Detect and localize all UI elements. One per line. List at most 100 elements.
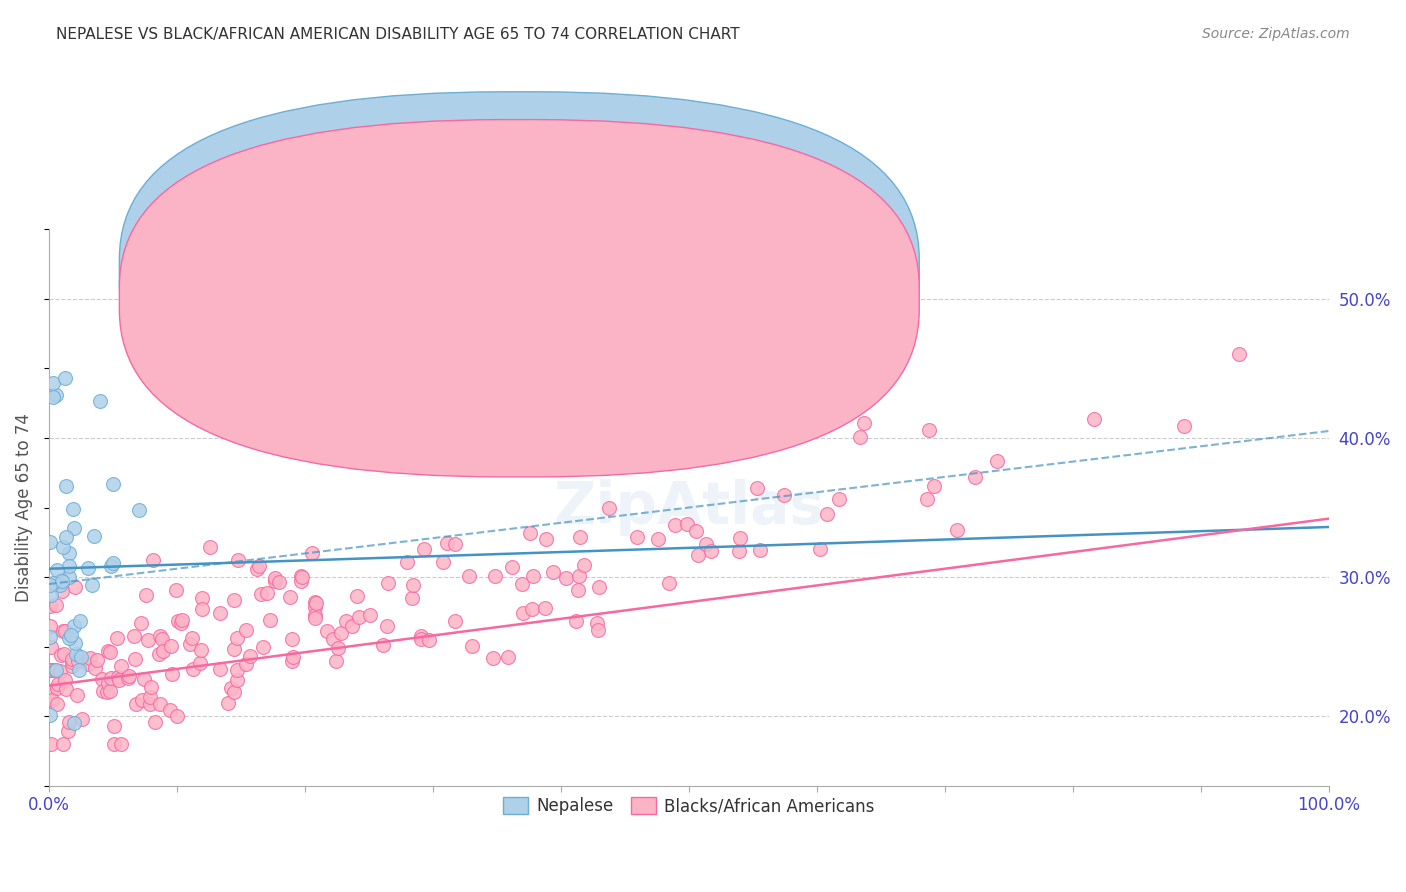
Point <box>565 614 588 628</box>
Point <box>62 619 84 633</box>
Point <box>586 624 609 638</box>
Point <box>340 619 363 633</box>
Point <box>107 670 129 684</box>
Point <box>66 654 89 668</box>
Point <box>160 639 183 653</box>
Point <box>235 623 257 637</box>
Point <box>45 563 67 577</box>
Point <box>63 521 86 535</box>
Point <box>626 530 648 544</box>
Text: ZipAtlas: ZipAtlas <box>553 479 824 536</box>
Point <box>347 609 370 624</box>
Point <box>77 561 100 575</box>
Point <box>63 716 86 731</box>
Point <box>225 631 247 645</box>
FancyBboxPatch shape <box>120 92 920 449</box>
Point <box>432 555 454 569</box>
Point <box>304 599 326 614</box>
Point <box>444 614 467 628</box>
Point <box>124 651 146 665</box>
Point <box>918 423 941 437</box>
Point <box>52 737 75 751</box>
Point <box>409 629 432 643</box>
Point <box>568 569 591 583</box>
Point <box>58 546 80 560</box>
Point <box>501 560 523 574</box>
Point <box>481 650 503 665</box>
Point <box>772 488 794 502</box>
Point <box>49 648 72 663</box>
Point <box>567 583 589 598</box>
Point <box>259 613 281 627</box>
Point <box>496 649 519 664</box>
Point <box>986 454 1008 468</box>
Point <box>647 532 669 546</box>
Point <box>38 664 60 678</box>
Point <box>316 624 339 639</box>
Point <box>53 371 76 385</box>
Point <box>98 645 121 659</box>
Point <box>39 577 62 591</box>
Point <box>44 663 66 677</box>
Point <box>39 708 62 723</box>
Point <box>329 625 352 640</box>
Point <box>79 651 101 665</box>
Point <box>572 558 595 573</box>
Point <box>135 588 157 602</box>
Point <box>125 697 148 711</box>
FancyBboxPatch shape <box>120 120 920 477</box>
Point <box>304 607 326 622</box>
Point <box>221 681 243 695</box>
Point <box>53 624 76 639</box>
Point <box>922 479 945 493</box>
Point <box>191 591 214 606</box>
Point <box>281 650 304 665</box>
Point <box>143 714 166 729</box>
Point <box>569 530 592 544</box>
Point <box>226 663 249 677</box>
Point <box>96 685 118 699</box>
Point <box>217 696 239 710</box>
Point <box>55 530 77 544</box>
Point <box>159 703 181 717</box>
Point <box>39 684 62 698</box>
Point <box>346 589 368 603</box>
Point <box>86 653 108 667</box>
Point <box>69 614 91 628</box>
Point <box>1173 419 1195 434</box>
Point <box>281 632 304 646</box>
Point <box>264 574 287 589</box>
Point <box>815 508 838 522</box>
Point <box>55 479 77 493</box>
Point <box>60 659 83 673</box>
Point <box>41 575 63 590</box>
Point <box>769 425 792 440</box>
Point <box>148 647 170 661</box>
Point <box>190 642 212 657</box>
Point <box>335 615 357 629</box>
Point <box>412 541 434 556</box>
Point <box>810 542 832 557</box>
Point <box>166 709 188 723</box>
Point <box>522 569 544 583</box>
Point <box>67 663 90 677</box>
Point <box>105 631 128 645</box>
Point <box>39 588 62 602</box>
Point <box>209 606 232 620</box>
Point <box>70 712 93 726</box>
Point <box>375 618 398 632</box>
Point <box>849 430 872 444</box>
Point <box>128 503 150 517</box>
Point <box>402 577 425 591</box>
Point <box>63 580 86 594</box>
Point <box>748 543 770 558</box>
Point <box>100 558 122 573</box>
Point <box>371 639 394 653</box>
Point <box>512 607 534 621</box>
Point <box>588 580 610 594</box>
Point <box>281 654 304 668</box>
Point <box>83 661 105 675</box>
Point <box>461 640 484 654</box>
Point <box>853 417 876 431</box>
Point <box>91 684 114 698</box>
